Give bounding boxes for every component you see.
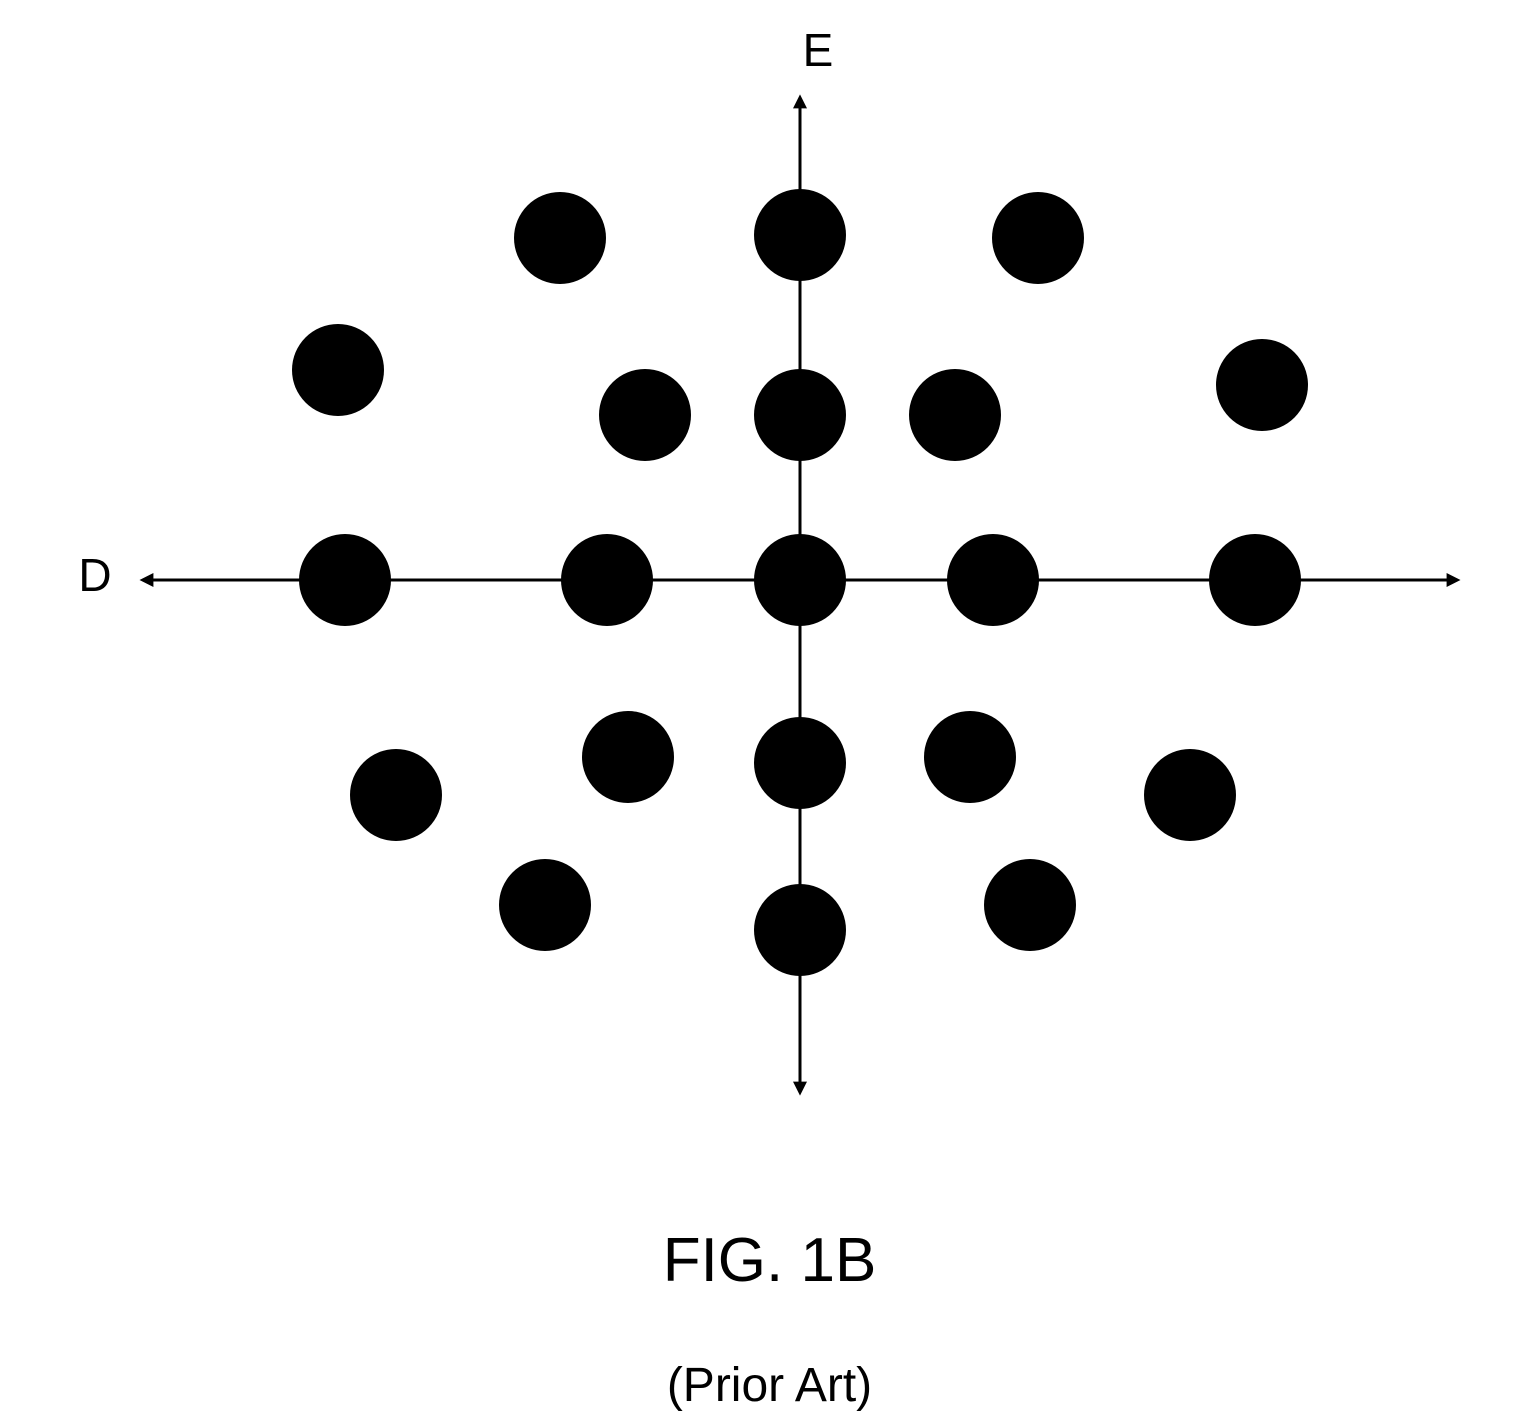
data-point [909, 369, 1001, 461]
data-point [924, 711, 1016, 803]
data-point [947, 534, 1039, 626]
data-point [514, 192, 606, 284]
axis-label-D: D [78, 548, 111, 602]
data-point [599, 369, 691, 461]
data-point [582, 711, 674, 803]
data-point [561, 534, 653, 626]
data-point [292, 324, 384, 416]
figure-stage: D E FIG. 1B (Prior Art) [0, 0, 1539, 1401]
figure-caption: FIG. 1B (Prior Art) [663, 1225, 877, 1413]
data-point [754, 369, 846, 461]
data-point [754, 189, 846, 281]
data-point [754, 717, 846, 809]
data-point [984, 859, 1076, 951]
caption-line-2: (Prior Art) [663, 1358, 877, 1413]
caption-line-1: FIG. 1B [663, 1225, 877, 1296]
data-point [1144, 749, 1236, 841]
data-point [754, 534, 846, 626]
data-point [299, 534, 391, 626]
axis-label-E: E [803, 23, 834, 77]
data-point [1216, 339, 1308, 431]
data-point [350, 749, 442, 841]
data-point [499, 859, 591, 951]
data-point [1209, 534, 1301, 626]
data-point [992, 192, 1084, 284]
data-point [754, 884, 846, 976]
